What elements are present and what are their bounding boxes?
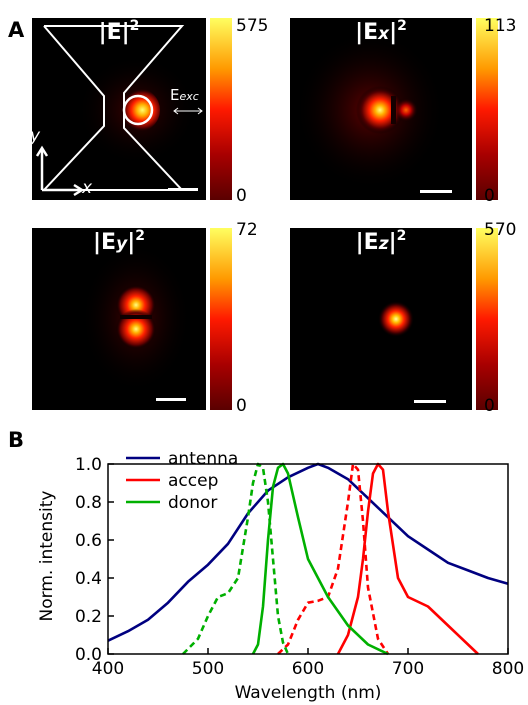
colorbar-3-max: 72 [236, 220, 258, 240]
series-line-accep-dashed [277, 462, 390, 655]
y-tick-label: 0.6 [75, 531, 102, 551]
scale-bar [420, 190, 452, 193]
colorbar-1-max: 575 [236, 16, 269, 36]
legend-label-antenna: antenna [168, 449, 238, 469]
spectra-chart: 400 500 600 700 800 0.0 0.2 0.4 0.6 0.8 1.0 antenn… [37, 449, 524, 703]
panel-letter-b: B [8, 428, 25, 452]
map-ex: |Ex|2 [290, 18, 472, 200]
colorbar-1-min: 0 [236, 186, 247, 206]
scale-bar [414, 400, 446, 403]
map-ez: |Ez|2 [290, 228, 472, 410]
y-axis-label: Norm. intensity [37, 491, 57, 622]
x-tick-label: 600 [292, 659, 324, 679]
series-line-antenna-solid [107, 462, 509, 642]
map-ex-title: |Ex|2 [355, 18, 407, 45]
colorbar-2 [476, 18, 498, 200]
legend-label-accep: accep [168, 471, 218, 491]
y-tick-label: 0.8 [75, 493, 102, 513]
map-ey: |Ey|2 [32, 228, 206, 410]
colorbar-3-min: 0 [236, 396, 247, 416]
exc-label: Eexc [170, 86, 199, 104]
scale-bar [168, 188, 198, 191]
map-ey-title: |Ey|2 [93, 228, 145, 255]
colorbar-3 [210, 228, 232, 410]
map-ey-image [81, 243, 191, 393]
colorbar-2-max: 113 [484, 16, 517, 36]
chart-axes: 400 500 600 700 800 0.0 0.2 0.4 0.6 0.8 1.0 [75, 455, 524, 679]
series-line-donor-solid [251, 462, 389, 656]
map-ex-image [295, 30, 445, 190]
plot-area [107, 462, 509, 656]
x-axis-label: Wavelength (nm) [235, 683, 382, 703]
x-tick-label: 800 [492, 659, 524, 679]
y-tick-label: 0.2 [75, 607, 102, 627]
series-line-donor-dashed [182, 462, 290, 655]
y-tick-label: 0.4 [75, 569, 102, 589]
map-e-total-title: |E|2 [98, 18, 140, 45]
y-tick-label: 1.0 [75, 455, 102, 475]
colorbar-4-min: 0 [484, 396, 495, 416]
map-e-total: |E|2 Eexc y x [32, 18, 206, 200]
series-line-accep-solid [336, 462, 479, 655]
colorbar-1 [210, 18, 232, 200]
colorbar-2-min: 0 [484, 186, 495, 206]
y-tick-label: 0.0 [75, 645, 102, 665]
map-ez-image [378, 301, 414, 337]
legend-label-donor: donor [168, 493, 217, 513]
exc-arrow-icon [173, 107, 203, 115]
panel-letter-a: A [8, 18, 25, 42]
map-ez-title: |Ez|2 [355, 228, 407, 255]
x-tick-label: 400 [92, 659, 124, 679]
axis-x-label: x [82, 178, 93, 198]
scale-bar [156, 398, 186, 401]
axes-arrows-icon [35, 145, 85, 197]
colorbar-4-max: 570 [484, 220, 517, 240]
map-e-total-image [41, 25, 197, 191]
x-tick-label: 700 [392, 659, 424, 679]
colorbar-4 [476, 228, 498, 410]
x-tick-label: 500 [192, 659, 224, 679]
axis-y-label: y [32, 126, 40, 146]
